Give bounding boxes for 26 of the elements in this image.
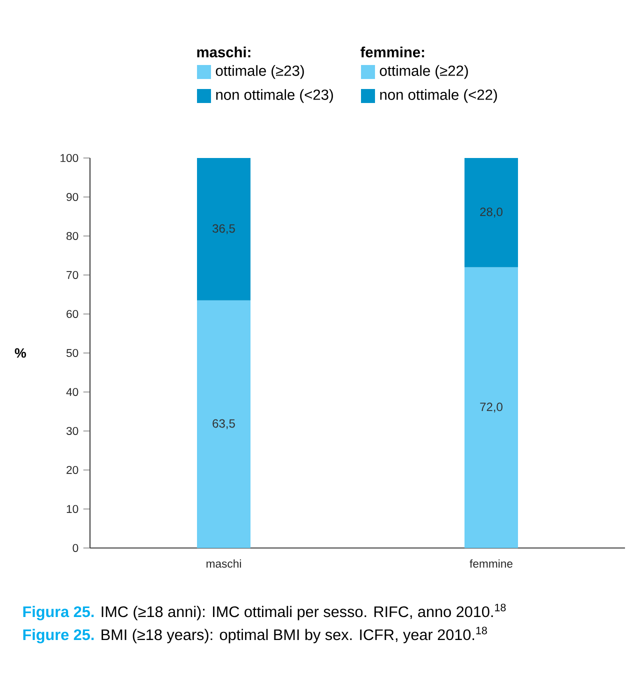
y-tick-label: 90 xyxy=(66,192,78,202)
y-axis-title: % xyxy=(14,348,26,358)
x-tick-label: maschi xyxy=(206,559,241,568)
legend-label: ottimale (≥22) xyxy=(380,65,468,79)
y-tick-label: 40 xyxy=(66,388,78,396)
x-tick-label: femmine xyxy=(470,559,512,568)
y-tick-label: 20 xyxy=(66,466,78,474)
y-tick-label: 10 xyxy=(66,504,78,513)
text: Figura 25. IMC (≥18 anni): IMC ottimali per sesso. RIFC, anno 2010.$^{18}$ xyxy=(23,604,506,620)
y-tick-label: 100 xyxy=(60,154,78,162)
text: femmine: xyxy=(360,46,424,58)
text: maschi: xyxy=(197,46,250,58)
legend-label: non ottimale (<23) xyxy=(216,89,333,103)
y-tick-label: 60 xyxy=(66,310,78,318)
data-label: 36,5 xyxy=(212,224,235,234)
legend-label: ottimale (≥23) xyxy=(216,65,304,79)
y-tick-label: 70 xyxy=(66,270,78,280)
legend-label: non ottimale (<22) xyxy=(380,89,497,103)
y-tick-label: 0 xyxy=(72,544,78,552)
data-label: 28,0 xyxy=(480,208,502,218)
data-label: 72,0 xyxy=(480,402,502,413)
y-tick-label: 30 xyxy=(66,426,78,435)
y-tick-label: 50 xyxy=(66,348,78,357)
y-tick-label: 80 xyxy=(66,232,78,240)
text: Figure 25. BMI (≥18 years): optimal BMI by sex. ICFR, year 2010.$^{18}$ xyxy=(23,626,487,644)
data-label: 63,5 xyxy=(212,419,235,430)
